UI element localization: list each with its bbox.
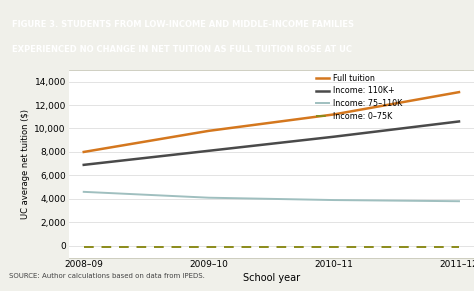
Text: EXPERIENCED NO CHANGE IN NET TUITION AS FULL TUITION ROSE AT UC: EXPERIENCED NO CHANGE IN NET TUITION AS … — [12, 45, 352, 54]
Text: FIGURE 3. STUDENTS FROM LOW-INCOME AND MIDDLE-INCOME FAMILIES: FIGURE 3. STUDENTS FROM LOW-INCOME AND M… — [12, 20, 354, 29]
X-axis label: School year: School year — [243, 274, 300, 283]
Y-axis label: UC average net tuition ($): UC average net tuition ($) — [21, 109, 30, 219]
Legend: Full tuition, Income: 110K+, Income: 75–110K, Income: 0–75K: Full tuition, Income: 110K+, Income: 75–… — [316, 74, 402, 121]
Text: SOURCE: Author calculations based on data from IPEDS.: SOURCE: Author calculations based on dat… — [9, 273, 204, 279]
